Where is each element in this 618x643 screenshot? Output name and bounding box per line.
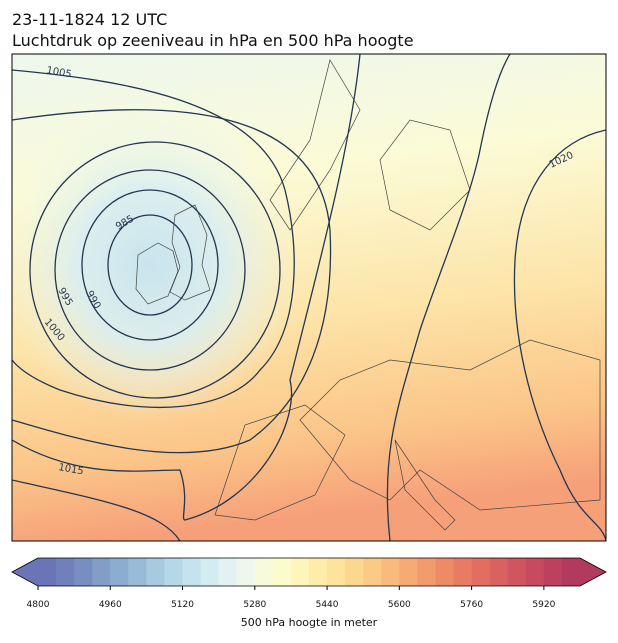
colorbar-segment <box>254 558 274 586</box>
colorbar-segment <box>471 558 491 586</box>
colorbar: 4800 4960 5120 5280 5440 5600 5760 5920 <box>11 557 607 610</box>
contour-label: 1005 <box>45 65 72 80</box>
colorbar-segment <box>74 558 93 586</box>
colorbar-segment <box>543 558 563 586</box>
colorbar-segment <box>453 558 473 586</box>
colorbar-segment <box>218 558 238 586</box>
colorbar-segment <box>417 558 436 586</box>
contour-label: 1015 <box>57 462 84 477</box>
colorbar-segment <box>507 558 527 586</box>
title: 23-11-1824 12 UTC <box>12 10 167 29</box>
colorbar-segment <box>381 558 400 586</box>
colorbar-segment <box>345 558 364 586</box>
colorbar-tick-label: 4800 <box>27 600 50 610</box>
colorbar-tick-label: 5120 <box>171 600 194 610</box>
colorbar-segment <box>435 558 455 586</box>
colorbar-tick-label: 5600 <box>388 600 411 610</box>
colorbar-segment <box>182 558 202 586</box>
colorbar-segment <box>200 558 220 586</box>
colorbar-segment <box>489 558 509 586</box>
map: 1005 985 990 995 1000 1015 1020 <box>12 54 606 541</box>
colorbar-tick-label: 4960 <box>99 600 122 610</box>
colorbar-segment <box>236 558 256 586</box>
isobars <box>12 54 606 541</box>
colorbar-segment <box>399 558 418 586</box>
colorbar-segment <box>363 558 382 586</box>
colorbar-segment <box>38 558 57 586</box>
colorbar-segment <box>146 558 165 586</box>
colorbar-segment <box>525 558 545 586</box>
colorbar-label: 500 hPa hoogte in meter <box>241 616 378 629</box>
map-frame <box>11 53 607 542</box>
colorbar-segment <box>110 558 129 586</box>
colorbar-tick-label: 5920 <box>532 600 555 610</box>
subtitle: Luchtdruk op zeeniveau in hPa en 500 hPa… <box>12 31 414 50</box>
colorbar-segment <box>272 558 292 586</box>
low-pressure-field <box>12 54 606 541</box>
colorbar-segment <box>128 558 147 586</box>
colorbar-extend-low <box>12 558 38 586</box>
colorbar-segment <box>327 558 346 586</box>
colorbar-segment <box>56 558 75 586</box>
colorbar-segment <box>309 558 328 586</box>
colorbar-tick-label: 5440 <box>316 600 339 610</box>
colorbar-segment <box>92 558 111 586</box>
colorbar-segment <box>290 558 310 586</box>
colorbar-extend-high <box>580 558 606 586</box>
colorbar-tick-label: 5760 <box>460 600 483 610</box>
colorbar-outline <box>11 557 607 587</box>
colorbar-segment <box>561 558 581 586</box>
colorbar-segment <box>164 558 184 586</box>
colorbar-tick-label: 5280 <box>243 600 266 610</box>
